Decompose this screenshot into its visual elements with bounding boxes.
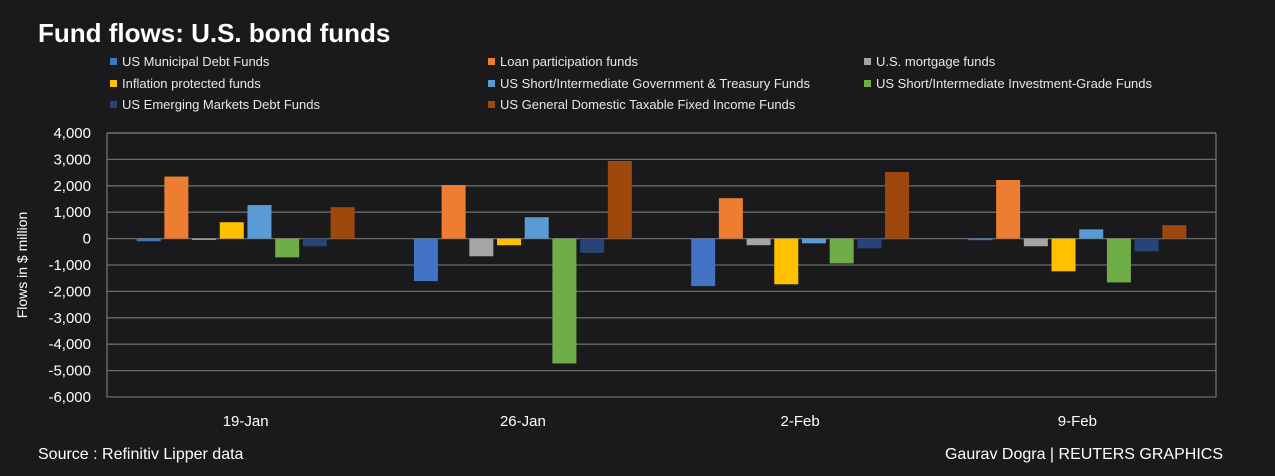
legend-item: US Emerging Markets Debt Funds [110, 97, 320, 112]
legend-item: Loan participation funds [488, 54, 638, 69]
bar [801, 238, 826, 244]
y-tick-label: 4,000 [53, 125, 91, 142]
legend-swatch [488, 80, 495, 87]
bar [1051, 238, 1076, 272]
legend-label: US Short/Intermediate Government & Treas… [500, 76, 810, 91]
bar [968, 238, 993, 241]
bar [469, 238, 494, 257]
bar [857, 238, 882, 249]
y-axis-title: Flows in $ million [14, 212, 30, 319]
bar [192, 238, 217, 240]
y-tick-label: 1,000 [53, 204, 91, 221]
legend-label: US Short/Intermediate Investment-Grade F… [876, 76, 1153, 91]
legend-item: US Municipal Debt Funds [110, 54, 269, 69]
legend-swatch [110, 101, 117, 108]
legend-swatch [110, 58, 117, 65]
bar [552, 238, 577, 364]
y-tick-label: -5,000 [48, 363, 91, 380]
bar [247, 205, 272, 239]
bar [1079, 229, 1104, 239]
credit-note: Gaurav Dogra | REUTERS GRAPHICS [944, 446, 1223, 463]
bar [330, 207, 355, 239]
bar [996, 179, 1021, 239]
bar [441, 185, 466, 239]
bar [275, 238, 300, 258]
bar [829, 238, 854, 264]
bar [1134, 238, 1159, 252]
bar [524, 217, 549, 239]
bar [302, 238, 327, 247]
legend-label: US General Domestic Taxable Fixed Income… [500, 97, 796, 112]
legend-swatch [488, 101, 495, 108]
source-note: Source : Refinitiv Lipper data [38, 446, 244, 463]
legend-label: Inflation protected funds [122, 76, 261, 91]
bar [1106, 238, 1131, 283]
x-tick-label: 19-Jan [223, 413, 269, 430]
y-tick-label: -2,000 [48, 283, 91, 300]
y-tick-label: -1,000 [48, 257, 91, 274]
bar [164, 176, 189, 239]
x-tick-label: 2-Feb [781, 413, 820, 430]
legend-item: US General Domestic Taxable Fixed Income… [488, 97, 795, 112]
legend-swatch [110, 80, 117, 87]
y-tick-label: -3,000 [48, 310, 91, 327]
y-tick-label: -4,000 [48, 336, 91, 353]
bar [497, 238, 522, 246]
y-tick-label: 3,000 [53, 151, 91, 168]
x-tick-label: 9-Feb [1058, 413, 1097, 430]
bar [885, 172, 910, 239]
y-tick-label: 2,000 [53, 178, 91, 195]
legend-item: US Short/Intermediate Government & Treas… [488, 76, 810, 91]
x-tick-label: 26-Jan [500, 413, 546, 430]
bar [1023, 238, 1048, 247]
bar [691, 238, 716, 287]
legend-swatch [864, 80, 871, 87]
bar [580, 238, 605, 253]
legend-swatch [864, 58, 871, 65]
legend-item: Inflation protected funds [110, 76, 261, 91]
legend-swatch [488, 58, 495, 65]
y-tick-label: 0 [83, 231, 91, 248]
legend-label: Loan participation funds [500, 54, 639, 69]
bar [1162, 225, 1187, 239]
bar [746, 238, 771, 246]
bar [774, 238, 799, 285]
legend-item: US Short/Intermediate Investment-Grade F… [864, 76, 1152, 91]
legend-item: U.S. mortgage funds [864, 54, 995, 69]
bar [219, 222, 244, 239]
chart-title: Fund flows: U.S. bond funds [38, 18, 391, 48]
bar [607, 160, 632, 239]
bar [136, 238, 161, 242]
y-tick-label: -6,000 [48, 389, 91, 406]
bar [413, 238, 438, 282]
legend-label: US Emerging Markets Debt Funds [122, 97, 320, 112]
legend-label: US Municipal Debt Funds [122, 54, 270, 69]
bar [718, 198, 743, 239]
legend-label: U.S. mortgage funds [876, 54, 996, 69]
